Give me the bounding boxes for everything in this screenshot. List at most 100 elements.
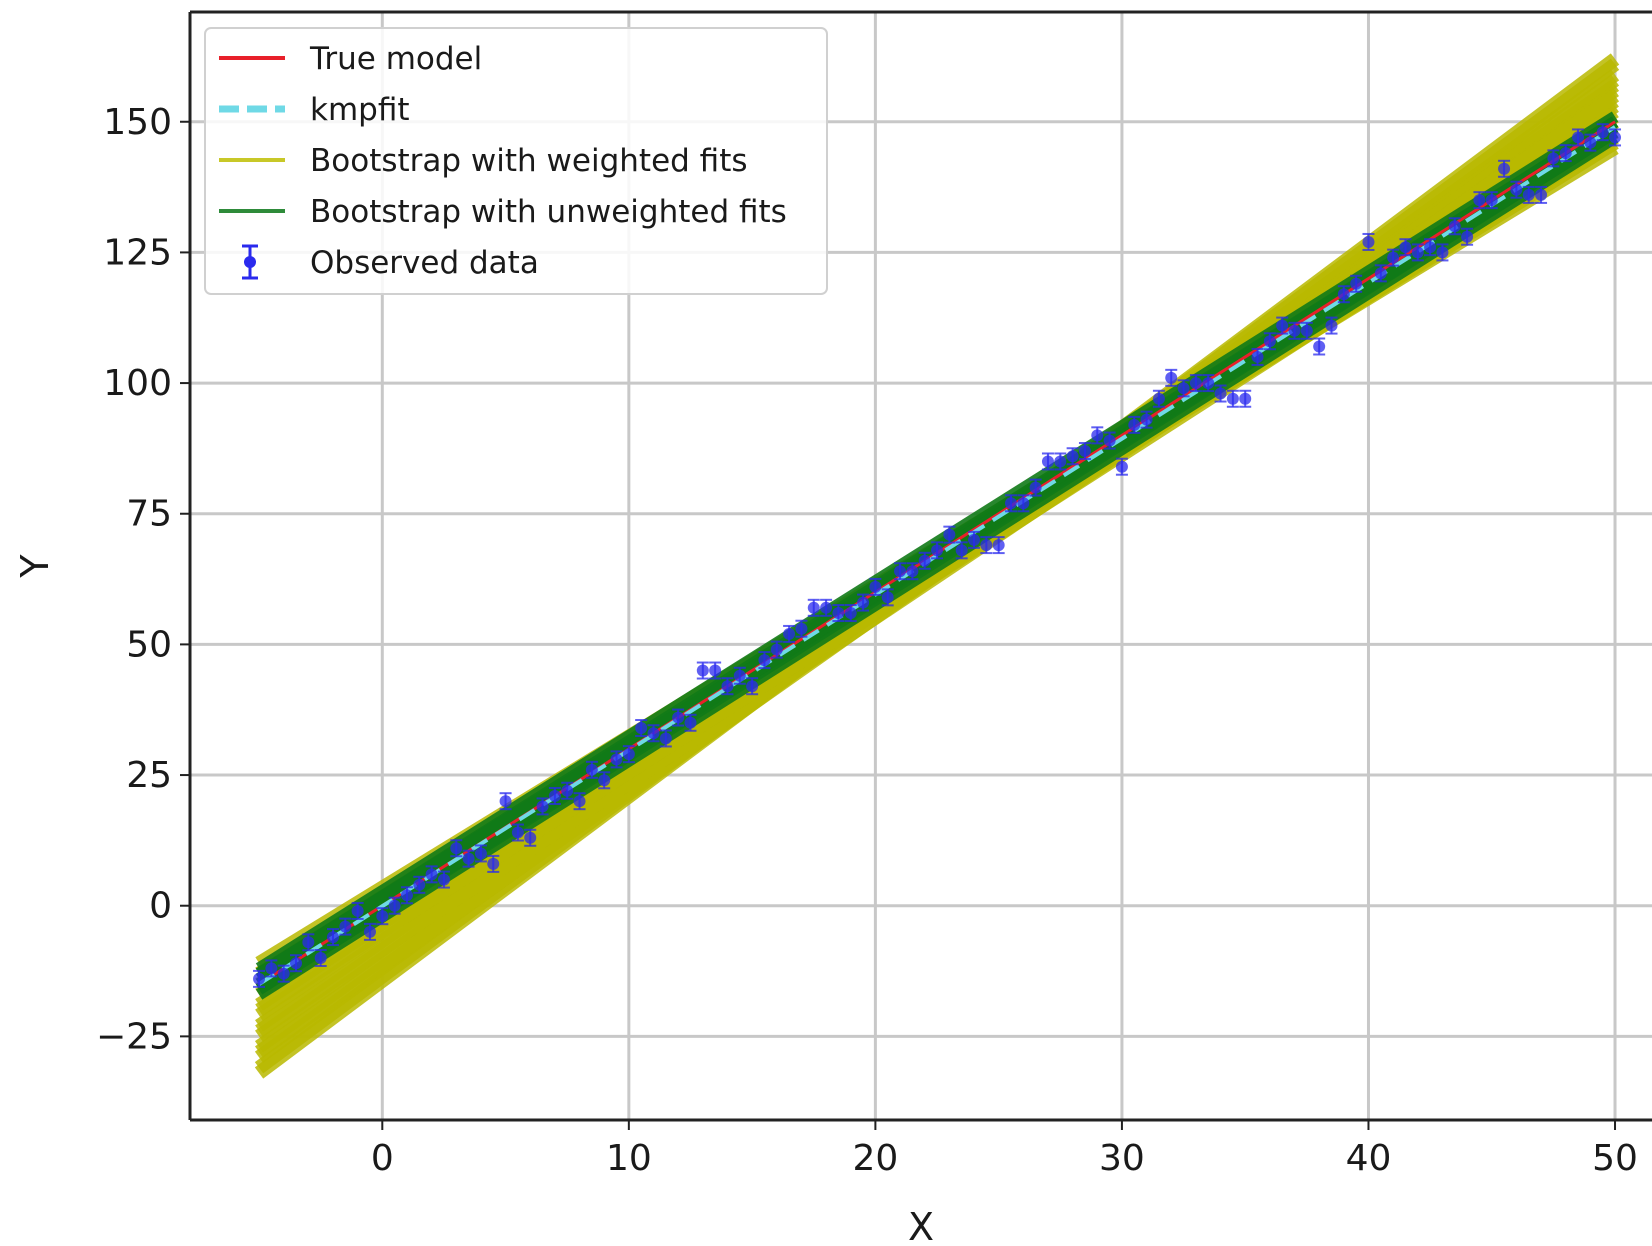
data-marker	[400, 889, 413, 902]
data-marker	[1498, 162, 1511, 175]
data-point	[400, 886, 413, 905]
data-point	[511, 823, 524, 842]
data-point	[943, 525, 956, 544]
data-marker	[1288, 324, 1301, 337]
data-point	[1103, 431, 1116, 450]
x-tick-label: 30	[1099, 1138, 1145, 1179]
data-point	[992, 536, 1005, 555]
data-marker	[1214, 387, 1227, 400]
y-tick-label: 0	[149, 886, 172, 927]
data-point	[746, 677, 759, 696]
legend-label: Bootstrap with weighted fits	[310, 143, 748, 179]
data-point	[598, 771, 611, 790]
data-point	[1054, 452, 1067, 471]
legend-marker	[244, 256, 256, 268]
data-marker	[1054, 455, 1067, 468]
data-point	[1399, 238, 1412, 257]
data-marker	[1115, 460, 1128, 473]
data-marker	[1522, 188, 1535, 201]
data-point	[302, 933, 315, 952]
data-point	[1017, 494, 1030, 513]
data-marker	[1263, 335, 1276, 348]
data-point	[1609, 128, 1622, 147]
data-marker	[1411, 246, 1424, 259]
data-point	[770, 640, 783, 659]
data-marker	[684, 716, 697, 729]
data-marker	[1152, 392, 1165, 405]
data-point	[1387, 248, 1400, 267]
data-marker	[943, 528, 956, 541]
data-marker	[1547, 152, 1560, 165]
data-marker	[1103, 434, 1116, 447]
data-marker	[413, 878, 426, 891]
legend-box	[204, 27, 828, 295]
data-point	[487, 854, 500, 873]
data-marker	[1128, 418, 1141, 431]
data-point	[1214, 384, 1227, 403]
data-marker	[783, 627, 796, 640]
data-point	[832, 604, 845, 623]
data-marker	[955, 544, 968, 557]
data-marker	[869, 580, 882, 593]
data-marker	[524, 831, 537, 844]
data-marker	[696, 664, 709, 677]
data-point	[1596, 123, 1609, 142]
data-point	[573, 792, 586, 811]
legend-label: kmpfit	[310, 92, 410, 128]
data-marker	[277, 967, 290, 980]
data-point	[807, 598, 820, 617]
data-point	[1288, 321, 1301, 340]
data-point	[894, 562, 907, 581]
legend-label: Bootstrap with unweighted fits	[310, 194, 787, 230]
data-point	[351, 901, 364, 920]
data-point	[1461, 227, 1474, 246]
data-point	[881, 588, 894, 607]
x-tick-label: 0	[371, 1138, 394, 1179]
data-point	[1165, 368, 1178, 387]
data-marker	[1424, 241, 1437, 254]
data-point	[1313, 337, 1326, 356]
data-point	[1004, 494, 1017, 513]
data-point	[1559, 144, 1572, 163]
data-point	[635, 719, 648, 738]
data-marker	[758, 654, 771, 667]
data-marker	[1448, 220, 1461, 233]
data-point	[1535, 185, 1548, 204]
data-point	[709, 661, 722, 680]
data-point	[1424, 238, 1437, 257]
data-marker	[1461, 230, 1474, 243]
y-tick-label: 150	[103, 102, 172, 143]
data-point	[795, 619, 808, 638]
data-marker	[265, 962, 278, 975]
observed-data-points	[253, 123, 1622, 988]
data-marker	[906, 565, 919, 578]
data-marker	[1510, 183, 1523, 196]
data-marker	[1041, 455, 1054, 468]
data-point	[1115, 457, 1128, 476]
data-marker	[1239, 392, 1252, 405]
data-marker	[1399, 241, 1412, 254]
data-marker	[536, 800, 549, 813]
data-marker	[1078, 445, 1091, 458]
data-point	[1572, 128, 1585, 147]
data-point	[721, 677, 734, 696]
legend: True model kmpfit Bootstrap with weighted …	[204, 27, 828, 295]
data-point	[1202, 374, 1215, 393]
data-point	[1337, 285, 1350, 304]
data-point	[1029, 478, 1042, 497]
data-point	[524, 828, 537, 847]
data-marker	[610, 753, 623, 766]
data-marker	[561, 784, 574, 797]
data-marker	[450, 842, 463, 855]
data-point	[1091, 426, 1104, 445]
y-tick-label: −25	[96, 1016, 172, 1057]
data-point	[326, 928, 339, 947]
data-point	[363, 922, 376, 941]
data-marker	[918, 554, 931, 567]
data-marker	[709, 664, 722, 677]
data-marker	[1559, 147, 1572, 160]
data-point	[659, 729, 672, 748]
data-marker	[1596, 126, 1609, 139]
x-tick-label: 20	[852, 1138, 898, 1179]
data-marker	[499, 795, 512, 808]
